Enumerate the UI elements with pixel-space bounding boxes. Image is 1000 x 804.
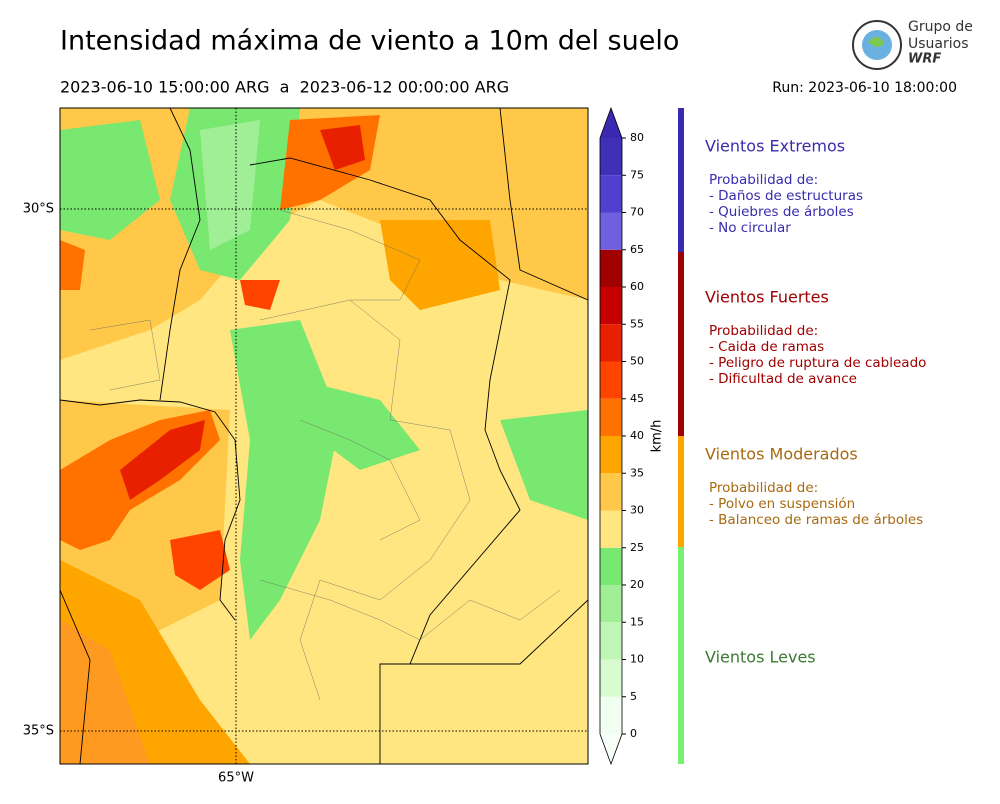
colorbar-tick-label: 60	[630, 280, 644, 293]
colorbar-tick-label: 65	[630, 243, 644, 256]
legend-line: - Dificultad de avance	[709, 371, 857, 387]
map-frame	[59, 107, 589, 765]
colorbar-segment	[600, 473, 622, 511]
period: 2023-06-10 15:00:00 ARG a 2023-06-12 00:…	[60, 78, 509, 97]
run: Run: 2023-06-10 18:00:00	[772, 80, 957, 96]
logo-text: Grupo de	[908, 19, 973, 35]
colorbar-tick-label: 10	[630, 653, 644, 666]
colorbar-segment	[600, 175, 622, 213]
colorbar-segment	[600, 622, 622, 660]
colorbar-segment	[600, 287, 622, 325]
legend-line: - Polvo en suspensión	[709, 496, 855, 512]
colorbar-segment	[600, 696, 622, 734]
legend-bar	[678, 436, 684, 547]
colorbar-tick-label: 25	[630, 541, 644, 554]
lat-label: 30°S	[23, 202, 54, 217]
logo-text: WRF	[908, 52, 941, 67]
colorbar-segment	[600, 436, 622, 474]
colorbar-tick-label: 45	[630, 392, 644, 405]
colorbar-tick-label: 30	[630, 504, 644, 517]
legend-line: - Daños de estructuras	[709, 188, 863, 204]
colorbar-segment	[600, 585, 622, 623]
legend-line: - Quiebres de árboles	[709, 204, 854, 220]
colorbar-tick-label: 20	[630, 578, 644, 591]
colorbar-segment	[600, 659, 622, 697]
legend-title: Vientos Extremos	[705, 137, 845, 156]
colorbar-segment	[600, 324, 622, 362]
colorbar-tick-label: 40	[630, 429, 644, 442]
colorbar-segment	[600, 249, 622, 287]
colorbar-tick-label: 80	[630, 131, 644, 144]
logo: Grupo de Usuarios WRF	[852, 19, 973, 70]
colorbar-tick-label: 5	[630, 690, 637, 703]
legend-line: Probabilidad de:	[709, 172, 818, 188]
colorbar-tick-label: 75	[630, 168, 644, 181]
colorbar-segment	[600, 510, 622, 548]
map	[60, 108, 588, 764]
logo-text: Usuarios	[908, 36, 969, 52]
title: Intensidad máxima de viento a 10m del su…	[60, 26, 679, 57]
colorbar-segment	[600, 398, 622, 436]
colorbar-unit: km/h	[650, 420, 665, 453]
colorbar-tick-label: 0	[630, 727, 637, 740]
legend-line: - Peligro de ruptura de cableado	[709, 355, 926, 371]
legend-line: - Balanceo de ramas de árboles	[709, 512, 923, 528]
colorbar-segment	[600, 212, 622, 250]
legend-bar	[678, 252, 684, 436]
colorbar: 0 5 10 15 20 25 30 35 40 45 50 55 60 65 70 75 80	[599, 106, 644, 766]
legend-line: - Caida de ramas	[709, 339, 824, 355]
lat-label: 35°S	[23, 724, 54, 739]
colorbar-segment	[600, 547, 622, 585]
legend-title: Vientos Moderados	[705, 445, 858, 464]
legend-line: - No circular	[709, 220, 791, 236]
colorbar-segment	[600, 138, 622, 176]
legend-bar	[678, 108, 684, 252]
colorbar-tick-label: 50	[630, 355, 644, 368]
colorbar-tick-label: 55	[630, 317, 644, 330]
legend-bar	[678, 547, 684, 764]
legend-line: Probabilidad de:	[709, 323, 818, 339]
legend-title: Vientos Fuertes	[705, 288, 829, 307]
colorbar-tick-label: 35	[630, 466, 644, 479]
colorbar-tick-label: 70	[630, 206, 644, 219]
colorbar-tick-label: 15	[630, 615, 644, 628]
colorbar-extend	[600, 734, 622, 764]
lon-label: 65°W	[218, 771, 254, 786]
legend-title: Vientos Leves	[705, 648, 816, 667]
colorbar-segment	[600, 361, 622, 399]
colorbar-extend	[600, 108, 622, 138]
legend-line: Probabilidad de:	[709, 480, 818, 496]
